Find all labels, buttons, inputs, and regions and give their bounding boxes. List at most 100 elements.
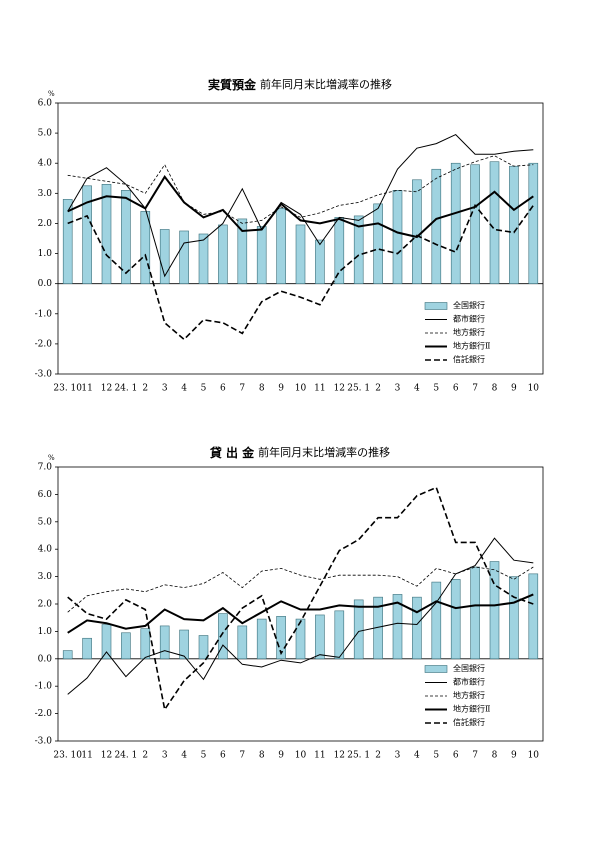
- y-tick-label: 4.0: [38, 159, 53, 169]
- x-tick-label: 3: [395, 384, 401, 394]
- bar: [412, 596, 422, 660]
- bar: [82, 637, 92, 660]
- x-tick-label: 25. 1: [347, 384, 370, 394]
- bar: [159, 625, 170, 660]
- x-tick-label: 4: [414, 751, 420, 761]
- legend-label: 地方銀行: [453, 327, 485, 337]
- bar: [218, 224, 228, 284]
- bar: [82, 185, 92, 284]
- x-tick-label: 8: [492, 751, 498, 761]
- legend-label: 地方銀行Ⅱ: [453, 704, 490, 714]
- chart: 実質預金 前年同月末比増減率の推移% -3.0 -2.0 -1.0 0.0 1.0 2.0 3.…: [35, 77, 544, 394]
- y-tick-label: 0.0: [38, 654, 53, 664]
- x-tick-label: 11: [314, 384, 325, 394]
- chart-title: 貸 出 金前年同月末比増減率の推移: [210, 445, 390, 460]
- x-tick-label: 10: [528, 751, 540, 761]
- bar: [159, 229, 170, 284]
- x-tick-label: 6: [453, 751, 459, 761]
- x-tick-label: 2: [375, 384, 381, 394]
- x-tick-label: 5: [433, 384, 439, 394]
- x-tick-label: 7: [239, 751, 245, 761]
- x-tick-label: 5: [433, 751, 439, 761]
- bar: [140, 628, 151, 660]
- line-series: [67, 566, 534, 613]
- bar: [198, 635, 209, 660]
- y-tick-label: 1.0: [38, 627, 53, 637]
- bar: [470, 566, 480, 660]
- x-tick-label: 3: [162, 751, 168, 761]
- bar: [334, 610, 345, 660]
- title-main: 貸 出 金: [210, 445, 255, 460]
- legend-swatch: [424, 302, 448, 310]
- y-tick-label: -2.0: [35, 709, 53, 719]
- y-unit: %: [48, 454, 55, 462]
- y-tick-label: 6.0: [38, 490, 53, 500]
- y-tick-label: -1.0: [35, 682, 53, 692]
- line-series: [67, 175, 534, 239]
- chart-title: 実質預金 前年同月末比増減率の推移: [208, 77, 392, 92]
- bar: [101, 624, 112, 660]
- y-tick-label: -3.0: [35, 370, 53, 380]
- legend-label: 全国銀行: [453, 300, 485, 310]
- x-tick-label: 8: [492, 384, 498, 394]
- legend-label: 信託銀行: [453, 717, 485, 727]
- legend-label: 信託銀行: [453, 354, 485, 364]
- x-tick-label: 10: [295, 751, 307, 761]
- legend-label: 都市銀行: [453, 314, 485, 324]
- x-tick-label: 11: [81, 751, 92, 761]
- bar: [121, 632, 131, 660]
- bar: [198, 233, 209, 284]
- x-tick-label: 24. 1: [114, 751, 137, 761]
- x-tick-label: 25. 1: [347, 751, 370, 761]
- y-tick-label: 2.0: [38, 219, 53, 229]
- x-tick-label: 6: [453, 384, 459, 394]
- bar: [392, 190, 403, 284]
- bar: [237, 625, 248, 660]
- x-tick-label: 2: [142, 751, 148, 761]
- bar: [392, 594, 403, 660]
- y-tick-label: 4.0: [38, 545, 53, 555]
- x-tick-label: 11: [81, 384, 92, 394]
- bar: [295, 224, 306, 284]
- bar: [62, 650, 73, 660]
- x-tick-label: 11: [314, 751, 325, 761]
- y-unit: %: [48, 90, 55, 98]
- bar: [62, 199, 73, 284]
- bar: [276, 208, 286, 284]
- y-tick-label: 3.0: [38, 572, 53, 582]
- plot-frame: [57, 102, 544, 375]
- bar: [431, 168, 442, 284]
- y-tick-label: 2.0: [38, 600, 53, 610]
- bar: [489, 161, 500, 284]
- legend-label: 地方銀行: [453, 690, 485, 700]
- bar: [412, 179, 422, 284]
- x-tick-label: 8: [259, 751, 265, 761]
- x-tick-label: 23. 10: [53, 751, 82, 761]
- x-tick-label: 9: [511, 751, 517, 761]
- x-tick-label: 7: [239, 384, 245, 394]
- bar: [179, 629, 189, 660]
- x-tick-label: 5: [201, 384, 207, 394]
- x-tick-label: 9: [511, 384, 517, 394]
- x-tick-label: 10: [528, 384, 540, 394]
- legend-label: 地方銀行Ⅱ: [453, 341, 490, 351]
- title-main: 実質預金: [208, 77, 257, 92]
- bar: [528, 573, 539, 660]
- y-tick-label: 3.0: [38, 189, 53, 199]
- y-tick-label: 6.0: [38, 99, 53, 109]
- x-tick-label: 24. 1: [114, 384, 137, 394]
- x-tick-label: 4: [414, 384, 420, 394]
- line-series: [67, 203, 534, 341]
- bar: [256, 618, 267, 660]
- x-tick-label: 2: [142, 384, 148, 394]
- bar: [450, 162, 461, 284]
- x-tick-label: 6: [220, 751, 226, 761]
- y-tick-label: -3.0: [35, 737, 53, 747]
- x-tick-label: 7: [472, 751, 478, 761]
- bar: [528, 162, 539, 284]
- bar: [315, 239, 325, 284]
- y-tick-label: 5.0: [38, 517, 53, 527]
- bar: [256, 226, 267, 284]
- x-tick-label: 12: [334, 751, 345, 761]
- bar: [140, 211, 151, 284]
